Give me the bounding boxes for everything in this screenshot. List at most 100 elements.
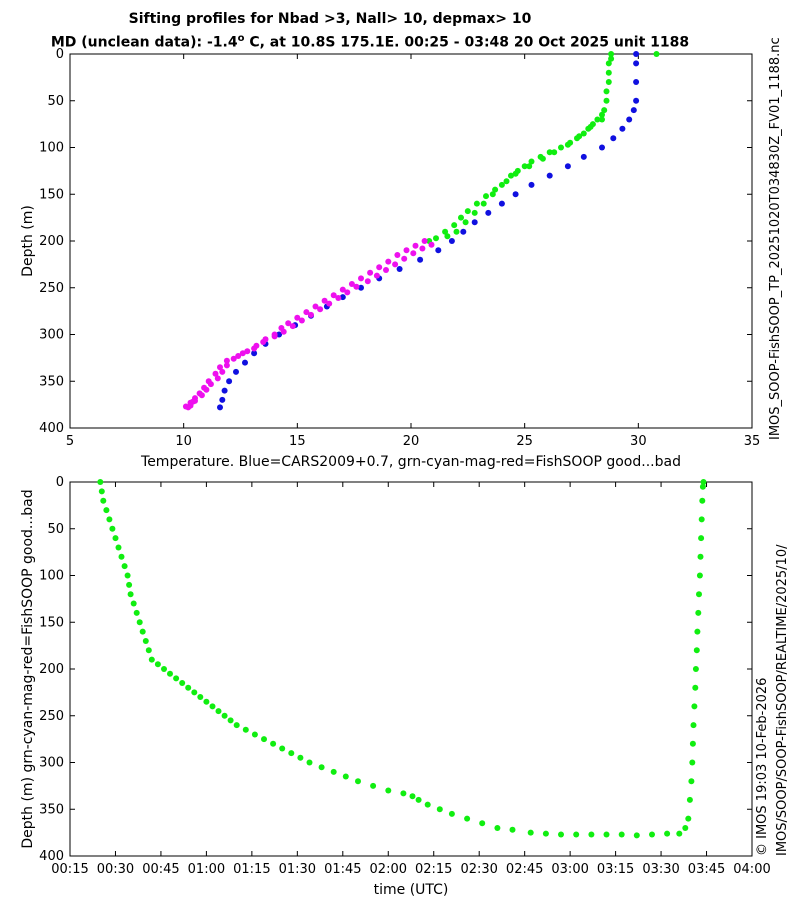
- data-point-magenta: [403, 247, 410, 254]
- data-point-green: [109, 525, 116, 532]
- data-point-green: [558, 144, 564, 151]
- data-point-magenta: [410, 250, 417, 257]
- data-point-magenta: [203, 386, 210, 393]
- x-tick-label: 35: [744, 434, 761, 449]
- data-point-green: [526, 163, 533, 170]
- data-point-green: [689, 759, 696, 766]
- data-point-green: [179, 680, 186, 686]
- data-point-magenta: [348, 281, 355, 287]
- data-point-green: [444, 233, 451, 240]
- x-tick-label: 03:00: [551, 862, 588, 877]
- data-point-magenta: [244, 348, 251, 355]
- data-point-magenta: [373, 272, 380, 279]
- y-tick-label: 0: [56, 475, 64, 490]
- data-point-green: [154, 661, 161, 668]
- data-point-green: [594, 116, 601, 123]
- data-point-blue: [417, 256, 424, 263]
- y-axis-label: Depth (m) grn-cyan-mag-red=FishSOOP good…: [20, 489, 36, 848]
- data-point-green: [221, 712, 228, 719]
- data-point-green: [442, 228, 449, 235]
- data-point-blue: [221, 387, 228, 394]
- data-point-green: [690, 722, 697, 729]
- data-point-blue: [435, 247, 442, 254]
- x-tick-label: 01:15: [233, 862, 270, 877]
- y-tick-label: 0: [56, 47, 64, 62]
- data-point-magenta: [294, 314, 301, 321]
- title-line-2-prefix: MD (unclean data): -1.4: [50, 34, 238, 51]
- data-point-green: [697, 553, 704, 560]
- y-tick-label: 400: [39, 849, 64, 864]
- data-point-green: [161, 666, 167, 672]
- data-point-green: [448, 810, 455, 817]
- data-point-magenta: [383, 267, 389, 273]
- data-point-green: [698, 535, 705, 542]
- data-point-green: [564, 141, 571, 148]
- data-point-blue: [610, 135, 617, 142]
- data-point-green: [458, 214, 464, 221]
- data-point-green: [318, 764, 325, 771]
- data-point-green: [633, 832, 640, 839]
- x-axis-label: time (UTC): [374, 882, 449, 898]
- data-point-green: [215, 708, 222, 715]
- data-point-magenta: [326, 300, 333, 307]
- data-point-green: [197, 694, 204, 700]
- data-point-magenta: [298, 317, 305, 324]
- data-point-green: [608, 51, 615, 57]
- data-point-green: [167, 670, 173, 677]
- data-point-blue: [546, 172, 553, 179]
- data-point-green: [696, 591, 702, 598]
- data-point-green: [512, 170, 519, 177]
- data-point-blue: [619, 125, 626, 132]
- data-point-green: [573, 831, 580, 838]
- filename-label: IMOS_SOOP-FishSOOP_TP_20251020T034830Z_F…: [768, 37, 783, 440]
- x-tick-label: 01:00: [188, 862, 225, 877]
- x-tick-label: 02:15: [415, 862, 452, 877]
- data-point-green: [242, 726, 249, 733]
- data-point-green: [698, 516, 705, 523]
- data-point-green: [605, 69, 612, 76]
- data-point-green: [400, 790, 407, 797]
- data-point-magenta: [223, 362, 230, 369]
- data-point-green: [464, 208, 471, 215]
- data-point-magenta: [412, 242, 419, 249]
- data-point-blue: [633, 97, 640, 104]
- data-point-blue: [448, 238, 455, 244]
- data-point-magenta: [189, 398, 196, 405]
- y-tick-label: 400: [39, 421, 64, 436]
- data-point-green: [139, 628, 146, 635]
- data-point-green: [498, 181, 505, 188]
- data-point-green: [288, 750, 295, 757]
- data-point-green: [676, 830, 683, 837]
- data-point-green: [130, 600, 137, 607]
- data-point-magenta: [312, 303, 319, 310]
- data-point-blue: [226, 378, 233, 385]
- data-point-green: [694, 628, 701, 635]
- data-point-green: [551, 149, 558, 156]
- data-point-green: [494, 825, 501, 831]
- data-point-magenta: [239, 350, 246, 357]
- data-point-green: [479, 820, 486, 827]
- data-point-green: [133, 609, 140, 616]
- data-point-green: [503, 178, 510, 185]
- data-point-green: [576, 133, 583, 140]
- data-point-magenta: [271, 333, 278, 340]
- data-point-green: [355, 778, 361, 785]
- data-point-green: [330, 768, 337, 775]
- data-point-magenta: [207, 381, 214, 388]
- y-tick-label: 200: [39, 662, 64, 677]
- data-point-magenta: [385, 258, 392, 265]
- data-point-green: [227, 717, 234, 724]
- data-point-green: [124, 572, 131, 579]
- data-point-blue: [564, 163, 571, 170]
- data-point-green: [415, 796, 422, 803]
- data-point-green: [118, 553, 125, 560]
- data-point-green: [306, 759, 313, 766]
- x-tick-label: 03:15: [597, 862, 634, 877]
- data-point-green: [473, 200, 480, 207]
- data-point-green: [588, 831, 595, 838]
- y-tick-label: 250: [39, 709, 64, 724]
- data-point-green: [546, 149, 553, 156]
- data-point-green: [603, 97, 610, 104]
- data-point-magenta: [428, 241, 435, 248]
- data-point-blue: [251, 350, 258, 357]
